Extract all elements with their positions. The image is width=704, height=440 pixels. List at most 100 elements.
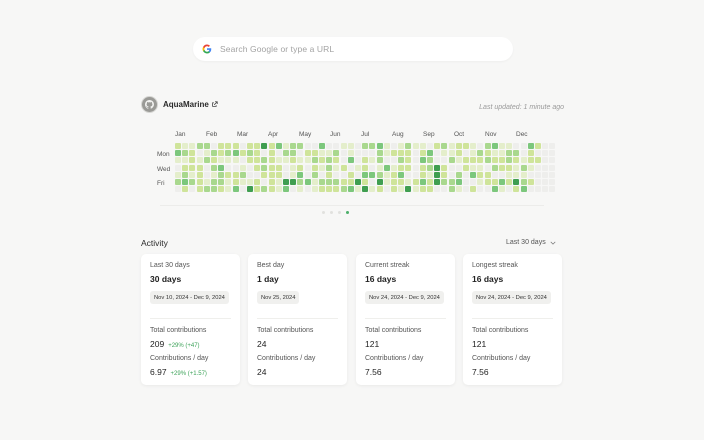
heatmap-cell — [513, 157, 520, 164]
heatmap-cell — [405, 164, 412, 171]
heatmap-cell — [369, 164, 376, 171]
heatmap-cell — [340, 179, 347, 185]
heatmap-cell — [290, 171, 297, 178]
heatmap-cell — [383, 186, 390, 193]
avatar[interactable] — [141, 96, 158, 113]
heatmap-cell — [491, 150, 498, 157]
heatmap-cell — [477, 143, 484, 149]
heatmap-cell — [311, 143, 318, 149]
heatmap-cell — [175, 179, 181, 185]
heatmap-cell — [175, 150, 181, 157]
heatmap-cell — [427, 143, 433, 149]
card-divider — [257, 318, 338, 319]
heatmap-cell — [326, 150, 333, 157]
card-value: 30 days — [150, 274, 182, 284]
heatmap-cell — [297, 171, 304, 178]
heatmap-cell — [275, 150, 282, 157]
heatmap-cell — [434, 179, 441, 185]
pagination-dot[interactable] — [322, 211, 325, 214]
day-label-mon: Mon — [157, 151, 170, 158]
heatmap-cell — [491, 143, 498, 149]
heatmap-cell — [549, 164, 556, 171]
card-value: 1 day — [257, 274, 279, 284]
heatmap-cell — [463, 150, 469, 157]
heatmap-cell — [297, 186, 304, 193]
heatmap-cell — [268, 157, 275, 164]
heatmap-cell — [484, 186, 491, 193]
heatmap-cell — [311, 186, 318, 193]
heatmap-cell — [448, 179, 455, 185]
heatmap-cell — [441, 164, 448, 171]
heatmap-cell — [470, 171, 477, 178]
heatmap-cell — [427, 150, 433, 157]
heatmap-cell — [463, 179, 469, 185]
heatmap-cell — [405, 143, 412, 149]
heatmap-cell — [535, 186, 541, 193]
contributions-per-day-label: Contributions / day — [365, 355, 424, 362]
heatmap-cell — [520, 150, 527, 157]
pagination-dot[interactable] — [338, 211, 341, 214]
heatmap-cell — [419, 164, 426, 171]
heatmap-cell — [275, 171, 282, 178]
heatmap-cell — [225, 179, 232, 185]
search-box[interactable]: Search Google or type a URL — [193, 37, 513, 61]
contributions-per-day-label: Contributions / day — [257, 355, 316, 362]
heatmap-cell — [254, 186, 261, 193]
heatmap-cell — [383, 164, 390, 171]
heatmap-cell — [369, 171, 376, 178]
heatmap-cell — [549, 157, 556, 164]
username[interactable]: AquaMarine — [163, 100, 209, 109]
heatmap-cell — [326, 157, 333, 164]
heatmap-cell — [527, 157, 534, 164]
heatmap-cell — [376, 150, 383, 157]
heatmap-cell — [232, 143, 239, 149]
heatmap-cell — [499, 171, 505, 178]
external-link-icon[interactable] — [211, 100, 219, 108]
heatmap-cell — [355, 179, 361, 185]
heatmap-cell — [355, 171, 361, 178]
total-contributions-value: 209 +29% (+47) — [150, 339, 200, 349]
heatmap-cell — [232, 171, 239, 178]
heatmap-cell — [297, 157, 304, 164]
heatmap-cell — [189, 157, 196, 164]
heatmap-cell — [196, 150, 203, 157]
range-dropdown[interactable]: Last 30 days — [506, 239, 556, 246]
heatmap-cell — [333, 171, 340, 178]
heatmap-cell — [391, 186, 397, 193]
heatmap-cell — [369, 179, 376, 185]
heatmap-cell — [434, 171, 441, 178]
heatmap-cell — [239, 186, 246, 193]
heatmap-cell — [340, 143, 347, 149]
heatmap-cell — [319, 164, 325, 171]
heatmap-cell — [383, 179, 390, 185]
heatmap-cell — [376, 157, 383, 164]
heatmap-cell — [499, 157, 505, 164]
heatmap-cell — [412, 179, 419, 185]
heatmap-cell — [319, 143, 325, 149]
heatmap-cell — [520, 171, 527, 178]
stat-card: Last 30 days 30 days Nov 10, 2024 - Dec 9,… — [141, 254, 240, 385]
heatmap-cell — [182, 157, 189, 164]
heatmap-cell — [304, 171, 311, 178]
heatmap-cell — [340, 171, 347, 178]
heatmap-cell — [434, 143, 441, 149]
total-contributions-value: 121 — [365, 339, 380, 349]
heatmap-cell — [376, 186, 383, 193]
pagination-dot[interactable] — [346, 211, 349, 214]
heatmap-cell — [355, 150, 361, 157]
heatmap-cell — [247, 164, 253, 171]
heatmap-cell — [513, 150, 520, 157]
heatmap-cell — [347, 157, 354, 164]
heatmap-cell — [275, 186, 282, 193]
heatmap-cell — [326, 186, 333, 193]
heatmap-cell — [434, 150, 441, 157]
stat-card: Current streak 16 days Nov 24, 2024 - Dec … — [356, 254, 455, 385]
heatmap-cell — [326, 143, 333, 149]
heatmap-cell — [304, 143, 311, 149]
heatmap-cell — [477, 164, 484, 171]
heatmap-cell — [340, 186, 347, 193]
pagination-dot[interactable] — [330, 211, 333, 214]
heatmap-cell — [225, 157, 232, 164]
heatmap-cell — [391, 157, 397, 164]
heatmap-cell — [203, 150, 210, 157]
